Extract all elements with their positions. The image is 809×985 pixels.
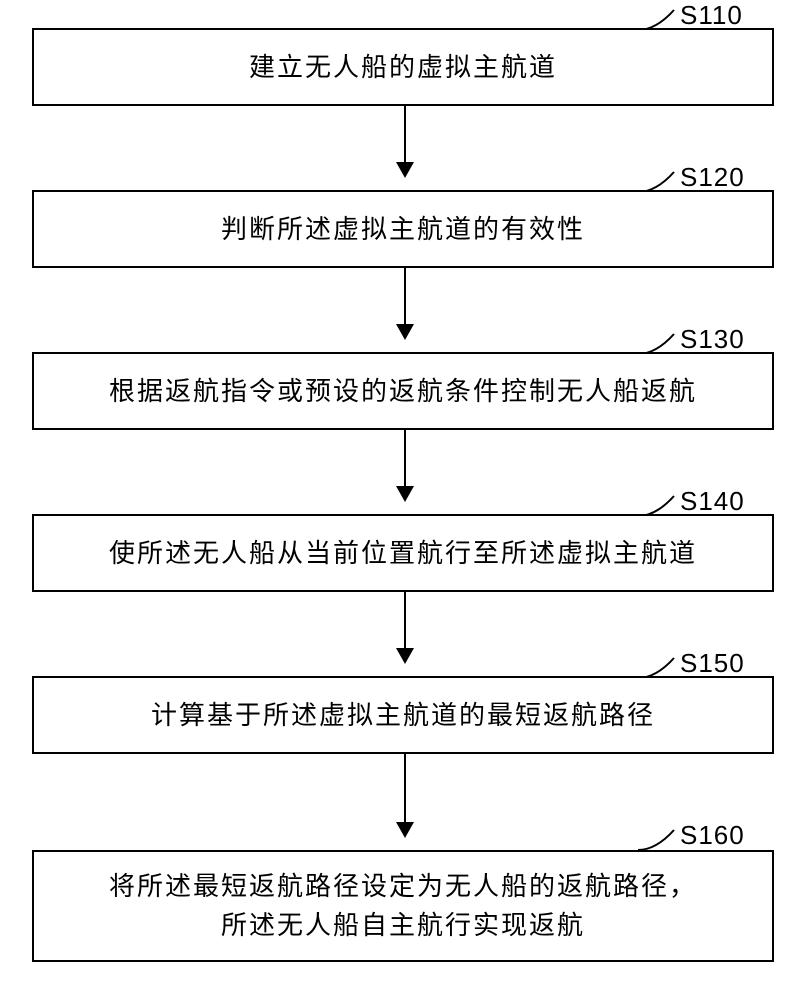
arrow-4 — [404, 592, 406, 662]
step-text-s160: 将所述最短返航路径设定为无人船的返航路径， 所述无人船自主航行实现返航 — [109, 867, 697, 945]
arrow-3 — [404, 430, 406, 500]
step-box-s120: 判断所述虚拟主航道的有效性 — [32, 190, 774, 268]
step-label-s120: S120 — [680, 162, 745, 193]
step-box-s160: 将所述最短返航路径设定为无人船的返航路径， 所述无人船自主航行实现返航 — [32, 850, 774, 962]
step-box-s130: 根据返航指令或预设的返航条件控制无人船返航 — [32, 352, 774, 430]
step-label-s140: S140 — [680, 486, 745, 517]
step-text-s140: 使所述无人船从当前位置航行至所述虚拟主航道 — [109, 534, 697, 573]
step-text-s110: 建立无人船的虚拟主航道 — [249, 48, 557, 87]
flowchart-canvas: S110 建立无人船的虚拟主航道 S120 判断所述虚拟主航道的有效性 S130… — [0, 0, 809, 985]
step-box-s140: 使所述无人船从当前位置航行至所述虚拟主航道 — [32, 514, 774, 592]
arrow-5 — [404, 754, 406, 836]
step-label-s110: S110 — [680, 0, 743, 31]
step-text-s130: 根据返航指令或预设的返航条件控制无人船返航 — [109, 372, 697, 411]
step-box-s110: 建立无人船的虚拟主航道 — [32, 28, 774, 106]
arrow-1 — [404, 106, 406, 176]
step-text-s120: 判断所述虚拟主航道的有效性 — [221, 210, 585, 249]
step-text-s150: 计算基于所述虚拟主航道的最短返航路径 — [151, 696, 655, 735]
step-label-s160: S160 — [680, 820, 745, 851]
step-box-s150: 计算基于所述虚拟主航道的最短返航路径 — [32, 676, 774, 754]
arrow-2 — [404, 268, 406, 338]
step-label-s150: S150 — [680, 648, 745, 679]
label-tick-s160 — [636, 828, 676, 852]
step-label-s130: S130 — [680, 324, 745, 355]
